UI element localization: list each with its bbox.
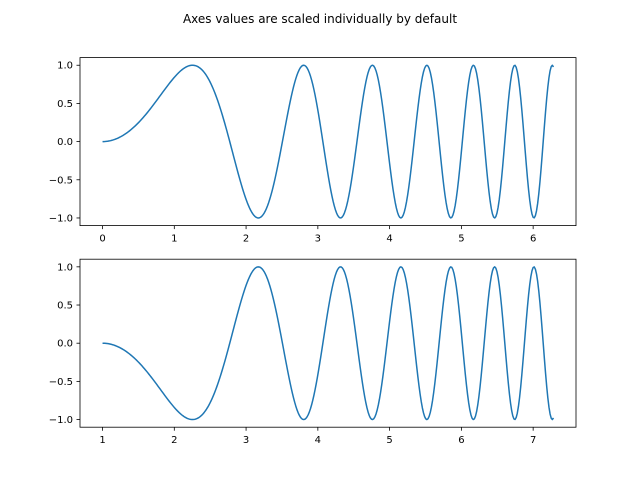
axes-bottom: 1 2 3 4 5 6 7 −1.0 −0.5 0.0 0.5 1.0 [49, 258, 577, 446]
x-tick-label: 3 [315, 234, 321, 245]
y-tick-label: −1.0 [49, 213, 73, 224]
x-tick-label: 5 [386, 435, 392, 446]
x-tick-label: 2 [243, 234, 249, 245]
x-tick-label: 1 [171, 234, 177, 245]
y-tick-label: 0.0 [57, 339, 73, 350]
y-tick-label: 0.0 [57, 137, 73, 148]
y-tick-label: 0.5 [57, 99, 73, 110]
x-tick-label: 4 [315, 435, 321, 446]
x-tick-label: 7 [530, 435, 536, 446]
x-tick-label: 5 [458, 234, 464, 245]
x-tick-label: 1 [99, 435, 105, 446]
x-tick-label: 3 [243, 435, 249, 446]
y-tick-label: −1.0 [49, 415, 73, 426]
figure-suptitle: Axes values are scaled individually by d… [183, 12, 457, 26]
series-line [102, 64, 555, 219]
x-tick-label: 4 [386, 234, 392, 245]
x-tick-label: 2 [171, 435, 177, 446]
x-tick-label: 0 [99, 234, 105, 245]
series-line [102, 266, 555, 421]
y-tick-label: 0.5 [57, 301, 73, 312]
axes-top: 0 1 2 3 4 5 6 −1.0 −0.5 0.0 0.5 1.0 [49, 57, 577, 245]
y-tick-label: 1.0 [57, 61, 73, 72]
x-tick-label: 6 [458, 435, 464, 446]
y-tick-label: −0.5 [49, 377, 73, 388]
y-tick-label: −0.5 [49, 175, 73, 186]
y-tick-label: 1.0 [57, 262, 73, 273]
x-tick-label: 6 [530, 234, 536, 245]
